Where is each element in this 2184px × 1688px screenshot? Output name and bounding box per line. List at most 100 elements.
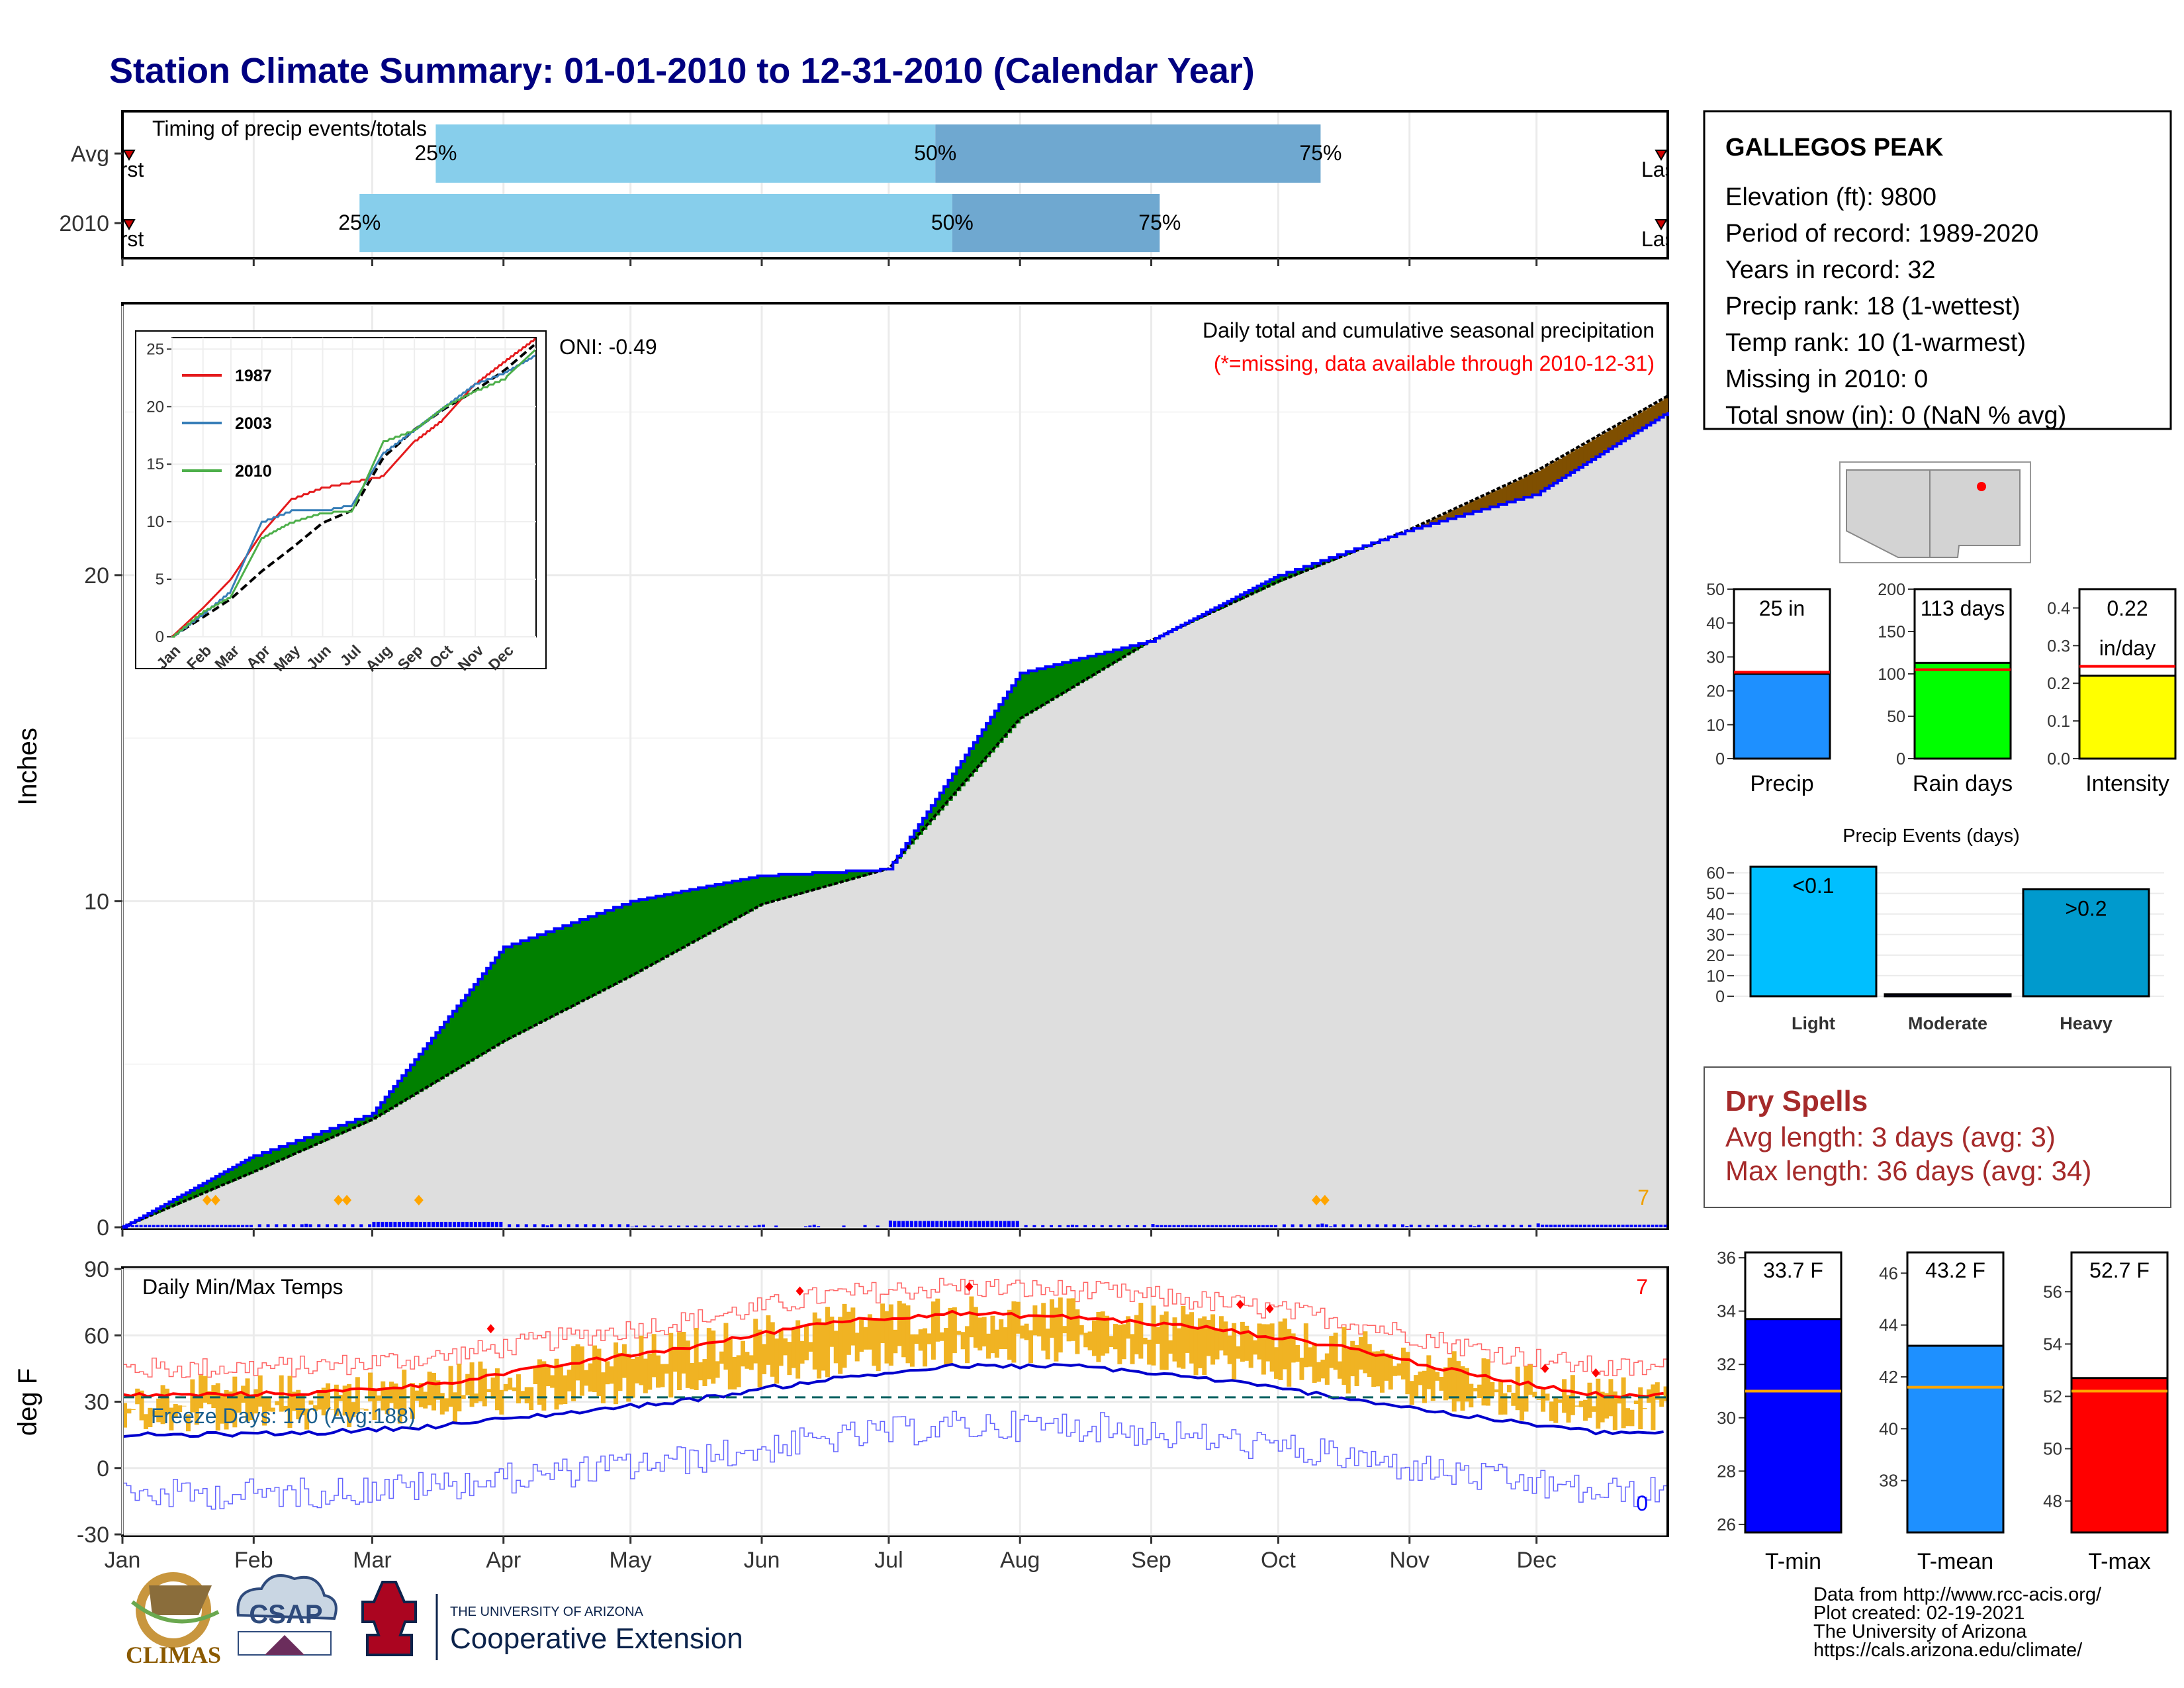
above-avg-area [1109,651,1114,666]
snow-marker [210,1195,220,1205]
daily-precip-bar [283,1224,287,1227]
daily-precip-bar [1269,1225,1273,1227]
above-avg-area [406,1070,411,1100]
below-avg-area [1485,494,1491,510]
daily-temp-bar [1320,1360,1326,1379]
daily-precip-bar [617,1224,621,1227]
daily-temp-bar [245,1378,250,1422]
daily-precip-bar [169,1225,173,1227]
above-avg-area [482,973,487,1055]
below-avg-area [1570,451,1576,473]
daily-temp-bar [124,1403,127,1428]
daily-temp-bar [533,1365,538,1385]
events-bar-moderate [1884,993,2012,998]
daily-precip-bar [1083,1225,1087,1227]
mini-bar-ytick-label: 50 [1887,708,1905,726]
above-avg-area [584,919,589,1000]
daily-temp-bar [1160,1315,1165,1370]
daily-precip-bar [148,1225,152,1227]
temps-missing-max: 7 [1636,1275,1648,1299]
events-bar-label: >0.2 [2065,896,2107,920]
daily-precip-bar [1261,1225,1265,1227]
daily-precip-bar [1477,1225,1481,1227]
above-avg-area [719,884,725,928]
daily-temp-bar [685,1340,690,1388]
above-avg-area [444,1021,449,1077]
above-avg-area [1032,671,1038,712]
daily-temp-bar [791,1328,796,1368]
below-avg-area [1502,486,1508,504]
daily-precip-bar [1375,1224,1379,1227]
above-avg-area [609,910,614,988]
above-avg-area [1091,656,1097,676]
daily-temp-bar [173,1404,178,1417]
daily-temp-bar [494,1368,500,1411]
daily-precip-bar [1596,1225,1600,1227]
daily-temp-bar [1214,1329,1220,1360]
daily-temp-bar [1100,1311,1105,1356]
daily-temp-bar [719,1351,725,1364]
logos: CLIMAS CSAP THE UNIVERSITY OF ARIZONA Co… [126,1572,743,1668]
daily-temp-bar [1414,1375,1419,1397]
daily-precip-bar [1041,1225,1045,1227]
daily-temp-bar [164,1388,169,1415]
freeze-days-label: Freeze Days: 170 (Avg:188) [151,1404,416,1428]
daily-precip-bar [249,1225,253,1227]
daily-precip-bar [1151,1224,1155,1227]
daily-temp-bar [1600,1391,1605,1423]
page-title: Station Climate Summary: 01-01-2010 to 1… [109,51,1255,91]
daily-precip-bar [567,1224,570,1227]
daily-precip-bar [1541,1225,1545,1227]
inset-ytick-label: 20 [146,398,164,416]
daily-precip-bar [1566,1225,1570,1227]
temp-bar-ytick-label: 36 [1717,1248,1736,1268]
daily-precip-bar [1320,1223,1324,1227]
daily-precip-bar [1443,1225,1447,1227]
below-avg-area [1426,522,1432,526]
daily-temp-bar [1460,1366,1465,1411]
above-avg-area [266,1152,271,1166]
above-avg-area [291,1143,297,1155]
above-avg-area [854,870,860,878]
snow-marker [1320,1195,1330,1205]
record-min-line [124,1411,1666,1510]
daily-temp-bar [1020,1325,1025,1339]
timing-title: Timing of precip events/totals [152,117,427,140]
events-category-label: Light [1792,1013,1835,1033]
daily-temp-bar [927,1333,932,1344]
timing-bar-q2-2010 [952,194,1160,252]
ua-logo: THE UNIVERSITY OF ARIZONA Cooperative Ex… [361,1581,743,1660]
mini-bar-precip [1733,673,1831,760]
daily-temp-bar [1007,1309,1013,1360]
dry-spells-frame [1704,1066,2171,1208]
month-label: Feb [234,1548,273,1573]
above-avg-area [245,1160,250,1176]
daily-temp-bar [262,1397,267,1426]
above-avg-area [452,1011,458,1072]
daily-temp-bar [825,1307,830,1378]
daily-temp-bar [1130,1334,1135,1364]
daily-temp-bar [296,1389,301,1420]
daily-temp-bar [796,1320,801,1379]
daily-precip-bar [812,1225,816,1227]
daily-precip-bar [1520,1225,1524,1227]
above-avg-area [1087,656,1093,679]
daily-temp-bar [1274,1347,1279,1379]
precip-ytick-label: 10 [84,889,109,914]
daily-precip-bar [533,1224,537,1227]
daily-temp-bar [592,1345,598,1392]
daily-temp-bar [833,1331,839,1364]
above-avg-area [283,1146,289,1159]
daily-temp-bar [1011,1301,1017,1363]
daily-precip-bar [909,1221,913,1227]
daily-temp-bar [1659,1398,1664,1407]
daily-precip-bar [609,1224,613,1227]
month-label: Oct [1261,1548,1296,1573]
daily-temp-bar [1541,1388,1546,1412]
below-avg-area [1494,490,1499,507]
avg-min-temp-line [124,1362,1664,1438]
above-avg-area [228,1169,234,1183]
ua-logo-top: THE UNIVERSITY OF ARIZONA [450,1605,644,1619]
above-avg-area [927,812,932,825]
daily-temp-bar [177,1405,183,1413]
